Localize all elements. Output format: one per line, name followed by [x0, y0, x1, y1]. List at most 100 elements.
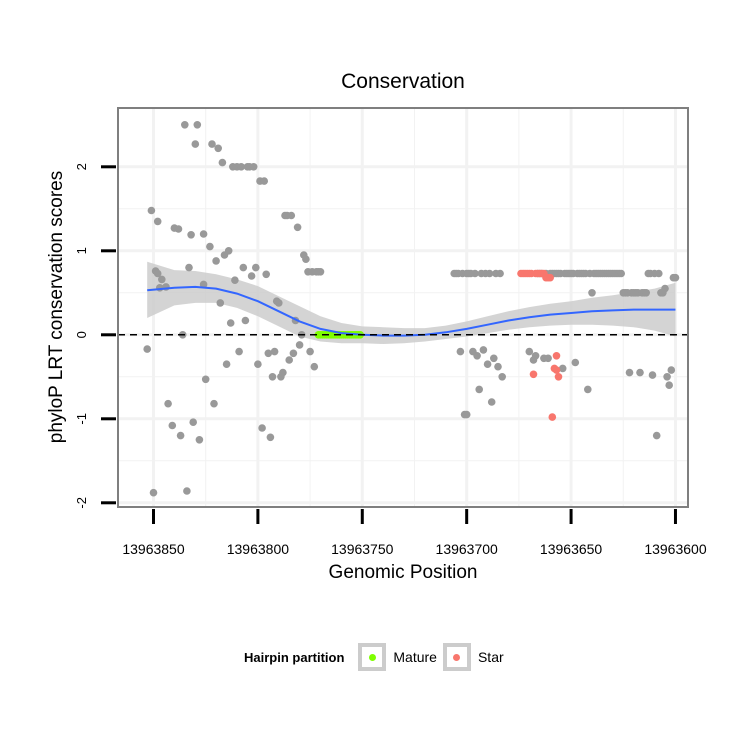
data-point-other	[487, 398, 496, 406]
data-point-other	[544, 354, 552, 363]
legend-item-mature: Mature	[358, 643, 437, 671]
data-point-other	[636, 368, 644, 377]
legend-key-mature	[358, 643, 387, 671]
data-point-star	[554, 373, 563, 381]
data-point-star	[529, 370, 538, 379]
data-point-other	[293, 223, 302, 232]
data-point-other	[168, 421, 177, 430]
data-point-other	[642, 289, 650, 297]
data-point-other	[498, 373, 507, 381]
data-point-other	[153, 269, 162, 278]
data-point-other	[262, 270, 271, 279]
data-point-other	[275, 299, 283, 307]
data-point-other	[212, 257, 220, 265]
data-point-other	[239, 263, 248, 272]
smooth-confidence-band	[147, 261, 676, 344]
data-point-other	[310, 362, 319, 371]
data-point-other	[558, 364, 567, 373]
data-point-other	[237, 163, 245, 171]
data-point-other	[226, 319, 235, 327]
data-point-other	[625, 368, 634, 377]
legend-dot-star	[453, 653, 461, 661]
data-point-other	[316, 268, 325, 276]
data-point-other	[210, 399, 218, 408]
x-tick-label: 13963750	[331, 541, 394, 557]
data-point-other	[266, 433, 275, 442]
y-tick-label: 1	[74, 247, 89, 254]
x-tick-label: 13963650	[540, 541, 603, 557]
data-point-other	[287, 211, 296, 220]
data-point-other	[525, 347, 534, 356]
data-point-other	[235, 347, 243, 356]
data-point-other	[222, 360, 231, 369]
data-point-other	[270, 347, 279, 356]
data-point-other	[208, 140, 216, 148]
data-point-other	[254, 360, 262, 369]
data-point-other	[174, 225, 183, 233]
data-point-other	[218, 158, 227, 167]
data-point-other	[289, 349, 298, 358]
data-point-other	[494, 362, 502, 371]
data-point-other	[247, 272, 256, 280]
data-point-other	[671, 273, 680, 282]
data-point-other	[260, 177, 269, 185]
data-point-other	[153, 217, 162, 226]
data-point-other	[496, 269, 504, 278]
data-point-other	[183, 487, 191, 495]
data-point-other	[479, 346, 488, 354]
data-point-other	[490, 354, 498, 363]
data-point-other	[655, 269, 663, 278]
data-point-other	[648, 371, 657, 379]
data-point-other	[285, 356, 294, 364]
data-point-other	[663, 373, 671, 381]
y-tick-label: 2	[74, 163, 89, 170]
x-tick-label: 13963850	[122, 541, 185, 557]
data-point-other	[258, 424, 266, 432]
data-point-other	[571, 358, 580, 367]
data-point-star	[552, 352, 561, 360]
data-point-other	[252, 263, 260, 272]
x-tick-label: 13963700	[436, 541, 499, 557]
data-point-other	[264, 349, 273, 358]
x-tick-label: 13963600	[644, 541, 707, 557]
y-axis-label: phyloP LRT conservation scores	[46, 170, 67, 444]
smooth-line	[147, 285, 676, 337]
data-point-other	[224, 247, 233, 255]
data-point-other	[231, 276, 239, 285]
data-point-other	[193, 121, 202, 129]
y-tick-label: 0	[74, 331, 89, 338]
data-point-other	[667, 366, 676, 374]
legend-key-star	[442, 643, 471, 671]
data-point-other	[302, 255, 310, 263]
data-point-other	[485, 269, 494, 278]
data-point-other	[191, 140, 200, 148]
legend-title: Hairpin partition	[244, 649, 345, 665]
panel-border	[117, 107, 689, 508]
data-point-other	[143, 345, 151, 353]
legend: Hairpin partition Mature Star	[244, 639, 510, 675]
data-point-other	[216, 299, 225, 307]
data-point-other	[588, 289, 596, 297]
y-tick-label: -1	[74, 413, 89, 425]
data-point-other	[181, 121, 189, 129]
x-tick-label: 13963800	[227, 541, 290, 557]
data-point-other	[665, 381, 673, 390]
data-point-other	[661, 284, 669, 293]
data-point-other	[279, 368, 287, 377]
data-point-other	[201, 375, 210, 384]
data-point-other	[158, 275, 166, 284]
data-point-star	[546, 273, 554, 282]
data-point-other	[199, 280, 208, 289]
data-point-other	[199, 230, 208, 238]
data-point-other	[249, 163, 258, 171]
x-axis-label: Genomic Position	[328, 562, 478, 583]
data-point-other	[149, 488, 158, 497]
chart-title: Conservation	[341, 70, 465, 93]
data-point-star	[548, 413, 557, 421]
data-point-other	[456, 347, 465, 356]
data-point-other	[187, 231, 195, 239]
data-point-other	[652, 431, 661, 440]
legend-item-star: Star	[442, 643, 504, 671]
data-point-other	[176, 431, 185, 440]
